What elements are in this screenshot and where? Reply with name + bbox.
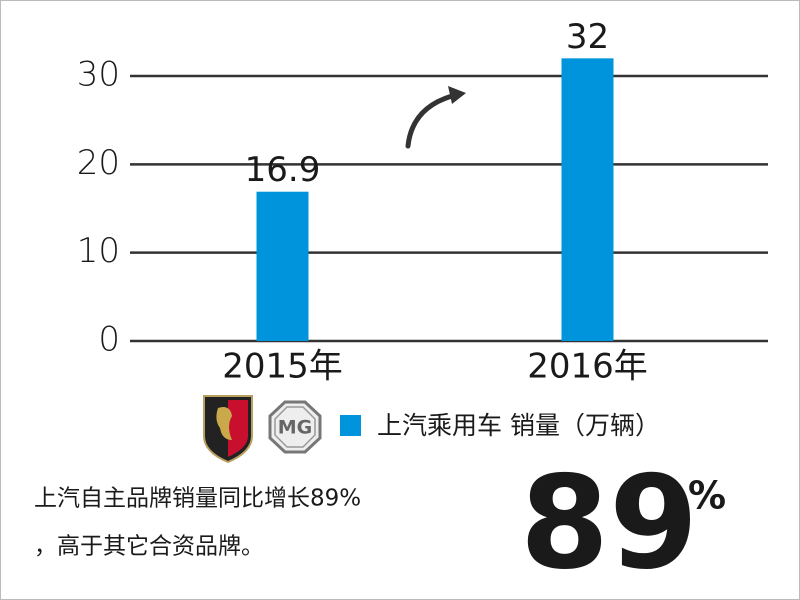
y-tick-label: 0 — [98, 320, 120, 360]
data-label: 32 — [566, 17, 609, 57]
big-number: 89 — [520, 449, 698, 598]
annotation: ，高于其它合资品牌。 — [34, 534, 264, 560]
x-tick-label: 2015年 — [222, 347, 343, 387]
annotation: 上汽自主品牌销量同比增长89% — [34, 486, 361, 512]
y-tick-label: 30 — [77, 55, 120, 95]
data-label: 16.9 — [245, 150, 321, 190]
big-number-unit: % — [688, 474, 726, 518]
bar — [561, 58, 614, 341]
legend-swatch — [340, 415, 361, 436]
bar — [256, 191, 309, 341]
y-tick-label: 10 — [77, 231, 120, 271]
logo-text: MG — [278, 417, 313, 439]
y-tick-label: 20 — [77, 143, 120, 183]
trend-arrow-head — [448, 86, 466, 104]
mg-logo: MG — [268, 400, 322, 454]
legend-label: 上汽乘用车 销量（万辆） — [377, 411, 660, 440]
trend-arrow — [405, 93, 455, 149]
roewe-logo — [203, 395, 253, 464]
x-tick-label: 2016年 — [527, 347, 648, 387]
